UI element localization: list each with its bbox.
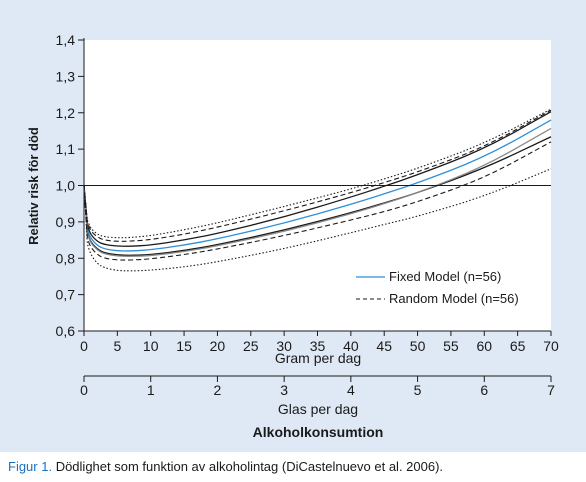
y-tick-label: 1,0 bbox=[56, 178, 76, 194]
y-tick-label: 0,7 bbox=[56, 287, 76, 303]
secondary-axis-ticks: 0 1 2 3 4 5 6 7 bbox=[80, 376, 555, 398]
caption-text: Dödlighet som funktion av alkoholintag (… bbox=[52, 459, 444, 474]
y-tick-label: 0,9 bbox=[56, 214, 76, 230]
secondary-tick-label: 4 bbox=[347, 382, 355, 398]
secondary-tick-label: 0 bbox=[80, 382, 88, 398]
x-axis-ticks: 0 5 10 15 20 25 30 35 40 45 50 55 60 65 70 bbox=[80, 331, 559, 354]
chart-lines bbox=[83, 108, 552, 272]
secondary-tick-label: 3 bbox=[280, 382, 288, 398]
secondary-tick-label: 7 bbox=[547, 382, 555, 398]
caption-label: Figur 1. bbox=[8, 459, 53, 474]
x-tick-label: 35 bbox=[310, 338, 326, 354]
series-line-8 bbox=[83, 108, 552, 239]
y-tick-label: 1,2 bbox=[56, 105, 76, 121]
secondary-tick-label: 1 bbox=[147, 382, 155, 398]
x-tick-label: 10 bbox=[143, 338, 159, 354]
legend-label-fixed: Fixed Model (n=56) bbox=[389, 269, 501, 284]
y-tick-label: 0,8 bbox=[56, 250, 76, 266]
secondary-axis-label: Glas per dag bbox=[278, 401, 358, 417]
legend-label-random: Random Model (n=56) bbox=[389, 291, 519, 306]
x-tick-label: 30 bbox=[276, 338, 292, 354]
series-line-5 bbox=[83, 141, 552, 261]
x-tick-label: 25 bbox=[243, 338, 259, 354]
x-tick-label: 70 bbox=[543, 338, 559, 354]
series-line-7 bbox=[83, 168, 552, 272]
x-tick-label: 20 bbox=[210, 338, 226, 354]
figure-panel: 0,6 0,7 0,8 0,9 1,0 1,1 1,2 1,3 1,4 0 5 10 15 20 25 30… bbox=[0, 0, 586, 452]
y-tick-label: 1,1 bbox=[56, 141, 76, 157]
secondary-tick-label: 2 bbox=[214, 382, 222, 398]
x-tick-label: 45 bbox=[376, 338, 392, 354]
y-tick-label: 1,3 bbox=[56, 68, 76, 84]
x-tick-label: 15 bbox=[176, 338, 192, 354]
figure-caption: Figur 1. Dödlighet som funktion av alkoh… bbox=[8, 459, 443, 474]
x-tick-label: 65 bbox=[510, 338, 526, 354]
y-tick-label: 1,4 bbox=[56, 32, 76, 48]
series-line-2 bbox=[83, 111, 552, 247]
x-axis-label: Gram per dag bbox=[275, 350, 361, 366]
chart: 0,60,70,80,91,01,11,21,31,4 0 5 10 15 20 25 30… bbox=[26, 32, 559, 440]
legend: Fixed Model (n=56) Random Model (n=56) bbox=[356, 269, 519, 306]
series-line-6 bbox=[83, 109, 552, 242]
x-tick-label: 5 bbox=[113, 338, 121, 354]
x-tick-label: 40 bbox=[343, 338, 359, 354]
bottom-axis-title: Alkoholkonsumtion bbox=[253, 424, 384, 440]
y-axis-ticks: 0,6 0,7 0,8 0,9 1,0 1,1 1,2 1,3 1,4 bbox=[56, 32, 84, 339]
y-tick-label: 0,6 bbox=[56, 323, 76, 339]
secondary-tick-label: 6 bbox=[480, 382, 488, 398]
series-line-1 bbox=[83, 119, 552, 252]
secondary-tick-label: 5 bbox=[414, 382, 422, 398]
x-tick-label: 50 bbox=[410, 338, 426, 354]
x-tick-label: 0 bbox=[80, 338, 88, 354]
x-tick-label: 55 bbox=[443, 338, 459, 354]
x-tick-label: 60 bbox=[476, 338, 492, 354]
series-line-4 bbox=[83, 127, 552, 257]
y-axis-label: Relativ risk för död bbox=[26, 127, 41, 245]
